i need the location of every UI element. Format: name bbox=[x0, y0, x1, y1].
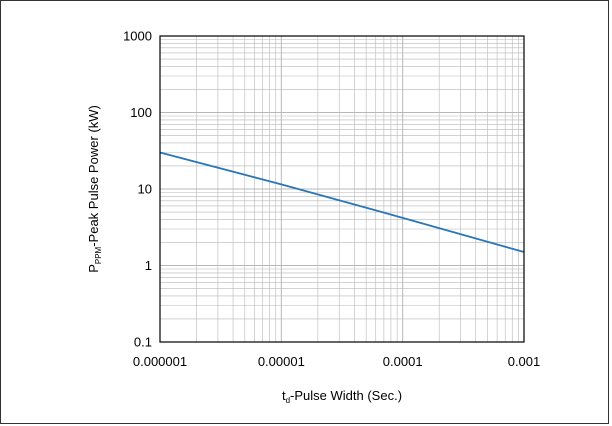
y-tick-label: 100 bbox=[130, 105, 152, 120]
x-tick-label: 0.0001 bbox=[383, 354, 423, 369]
y-tick-label: 1 bbox=[145, 258, 152, 273]
plot-border bbox=[159, 35, 525, 343]
x-axis-label-main: t bbox=[282, 388, 286, 403]
series-layer bbox=[159, 151, 525, 253]
x-tick-labels: 0.000001 0.00001 0.0001 0.001 bbox=[133, 354, 540, 369]
x-axis-label: td-Pulse Width (Sec.) bbox=[282, 388, 402, 405]
y-axis-label-main: P bbox=[86, 264, 101, 273]
y-tick-label: 10 bbox=[138, 182, 152, 197]
x-axis-label-rest: -Pulse Width (Sec.) bbox=[290, 388, 402, 403]
x-tick-label: 0.001 bbox=[508, 354, 541, 369]
y-axis-label-rest: -Peak Pulse Power (kW) bbox=[86, 105, 101, 247]
x-tick-label: 0.00001 bbox=[258, 354, 305, 369]
x-axis-label-subscript: d bbox=[286, 396, 290, 405]
y-tick-labels: 0.1 1 10 100 1000 bbox=[123, 29, 152, 350]
y-tick-label: 1000 bbox=[123, 29, 152, 44]
grid-lines bbox=[160, 36, 524, 342]
y-axis-label-subscript: PPM bbox=[94, 246, 103, 264]
y-axis-label: PPPM-Peak Pulse Power (kW) bbox=[86, 105, 103, 273]
series-line bbox=[159, 151, 525, 253]
x-tick-label: 0.000001 bbox=[133, 354, 187, 369]
y-tick-label: 0.1 bbox=[134, 335, 152, 350]
